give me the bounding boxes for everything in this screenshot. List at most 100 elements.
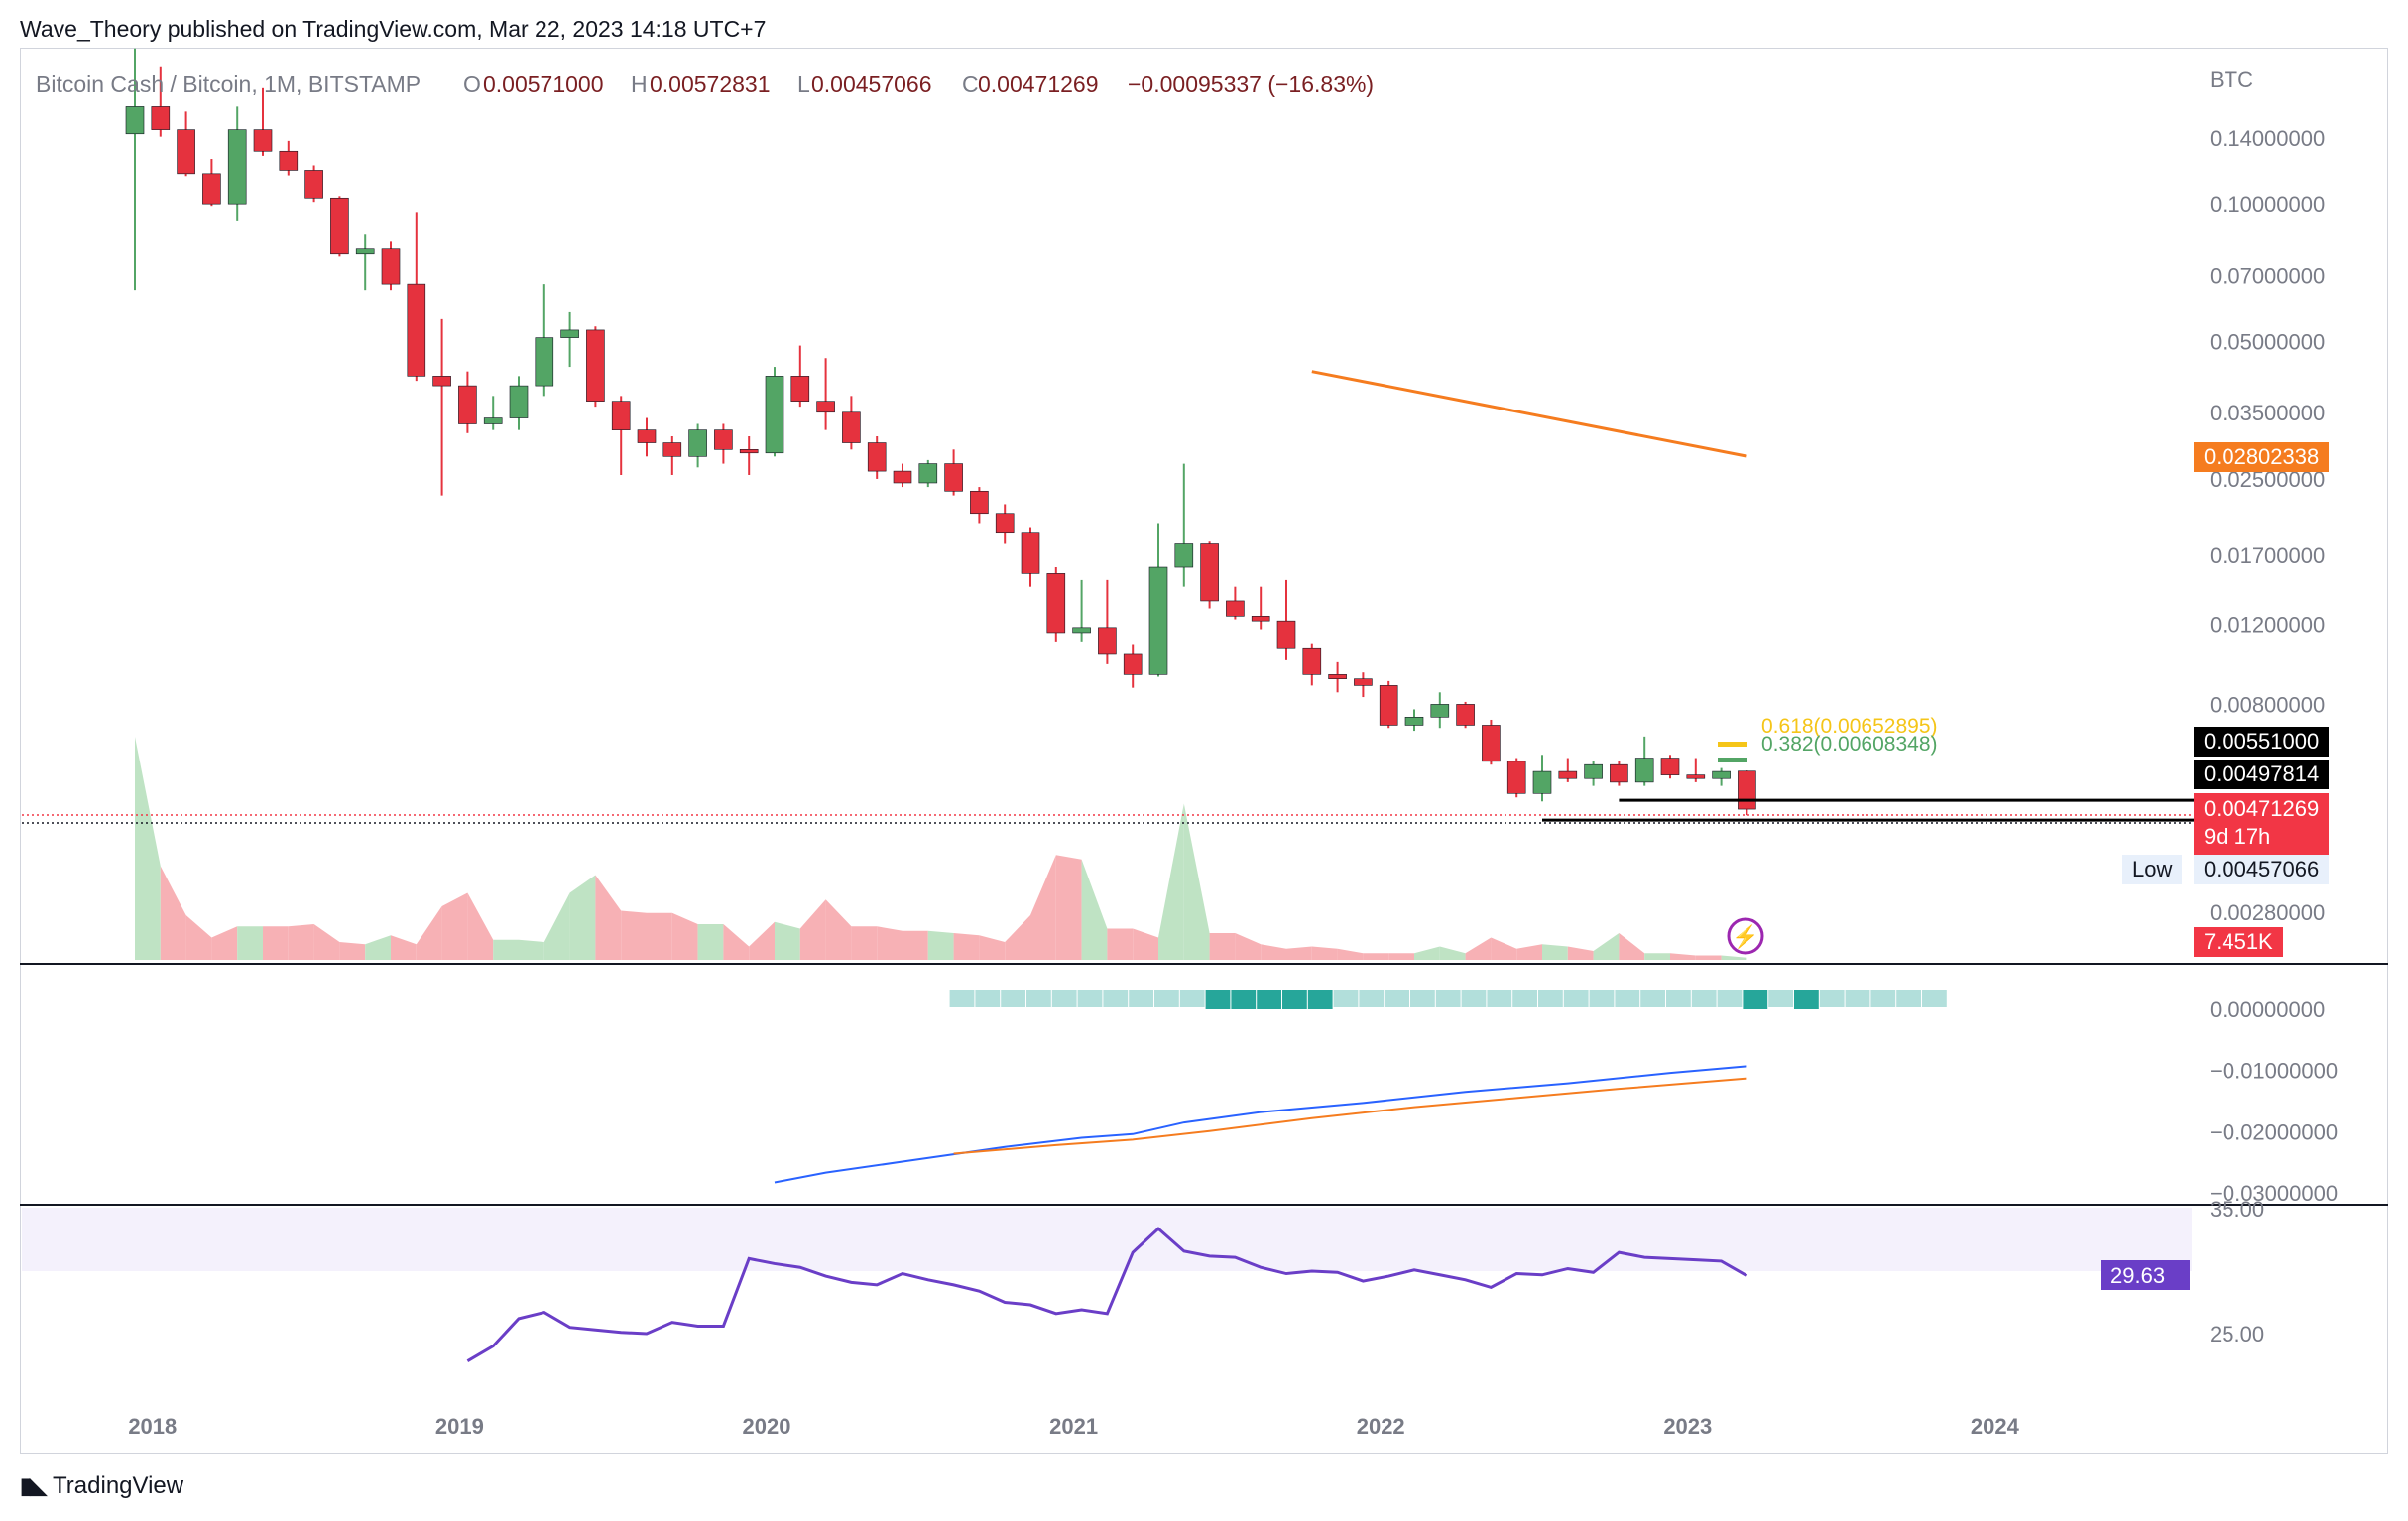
price-tick-label: 0.01700000	[2210, 543, 2325, 568]
volume-area-segment	[1670, 953, 1696, 960]
candle	[1738, 770, 1756, 816]
candle-body	[1276, 620, 1296, 649]
volume-area-segment	[1465, 937, 1492, 960]
volume-area-segment	[1491, 937, 1517, 960]
candle-body	[1148, 566, 1168, 675]
volume-area-segment	[775, 921, 800, 960]
rsi-value-badge	[2101, 1260, 2190, 1290]
macd-histogram-bar	[1257, 990, 1281, 1009]
candle-body	[765, 376, 784, 454]
lightning-icon[interactable]: ⚡	[1727, 917, 1764, 955]
candle	[1404, 709, 1424, 732]
volume-area-segment	[595, 875, 622, 960]
volume-area-segment	[1235, 933, 1262, 960]
candle-body	[1686, 774, 1706, 779]
candle	[177, 111, 195, 177]
volume-area-segment	[160, 866, 186, 960]
candle	[867, 435, 887, 479]
volume-area-segment	[979, 935, 1006, 960]
candle	[1148, 523, 1168, 677]
candle	[1302, 643, 1322, 686]
volume-area-segment	[1439, 946, 1466, 960]
candle	[330, 196, 349, 257]
candle	[739, 435, 759, 475]
fib-marker-382	[1718, 758, 1747, 762]
chart-frame	[20, 48, 2388, 1454]
candle	[1200, 541, 1219, 609]
candle-body	[688, 429, 707, 457]
candle	[1379, 680, 1398, 729]
time-tick-label: 2020	[743, 1414, 791, 1439]
volume-area-segment	[723, 924, 750, 960]
macd-histogram-bar	[1103, 990, 1129, 1007]
volume-area-segment	[1209, 933, 1236, 960]
legend-o-value: 0.00571000	[483, 71, 604, 97]
candle-body	[842, 411, 861, 443]
candle-body	[662, 442, 682, 457]
macd-histogram-bar	[1563, 990, 1589, 1007]
macd-histogram-bar	[1768, 990, 1793, 1007]
candle	[765, 367, 784, 457]
volume-area-segment	[1337, 948, 1364, 960]
candle-body	[1021, 532, 1040, 574]
macd-histogram-bar	[1896, 990, 1921, 1007]
price-tick-label: 0.01200000	[2210, 612, 2325, 637]
candle	[1558, 758, 1578, 782]
candle-body	[509, 385, 529, 418]
legend-symbol: Bitcoin Cash / Bitcoin, 1M, BITSTAMP	[36, 71, 421, 97]
candle-body	[1174, 543, 1194, 568]
volume-area-segment	[263, 926, 289, 960]
candle-body	[202, 173, 221, 205]
candle-body	[1738, 770, 1756, 810]
volume-area-segment	[211, 926, 238, 960]
candle	[458, 371, 477, 433]
candle-body	[1302, 647, 1322, 675]
candle	[1712, 767, 1731, 786]
macd-line	[774, 1065, 1747, 1184]
time-tick-label: 2024	[1971, 1414, 2020, 1439]
candle-body	[1506, 760, 1526, 794]
volume-area-segment	[365, 935, 391, 960]
fib-label-382: 0.382(0.00608348)	[1761, 733, 1938, 756]
candle	[125, 48, 145, 291]
volume-layer	[135, 737, 1747, 960]
price-tick-label: 0.00800000	[2210, 692, 2325, 717]
volume-area-segment	[237, 926, 263, 960]
candle-body	[1712, 770, 1731, 779]
candle-body	[995, 513, 1015, 534]
countdown-value: 9d 17h	[2204, 824, 2271, 849]
candle-body	[560, 329, 579, 338]
volume-area-segment	[1005, 915, 1030, 960]
volume-area-segment	[391, 935, 417, 960]
candle	[407, 212, 426, 382]
candle	[1584, 760, 1603, 786]
time-tick-label: 2022	[1357, 1414, 1405, 1439]
candle	[535, 284, 554, 397]
macd-histogram-bar	[1666, 990, 1691, 1007]
candle-body	[1379, 685, 1398, 726]
last-price-value: 0.00471269	[2204, 796, 2320, 821]
macd-histogram-bar	[1870, 990, 1896, 1007]
last-price-badge: 0.00471269 9d 17h	[2194, 793, 2330, 855]
time-tick-label: 2021	[1049, 1414, 1098, 1439]
candle-body	[1610, 763, 1628, 783]
candle	[842, 396, 861, 450]
candle-body	[1430, 704, 1450, 718]
candle	[1354, 672, 1373, 698]
candle	[1634, 736, 1654, 786]
macd-tick-label: −0.03000000	[2210, 1181, 2338, 1206]
candle	[637, 417, 657, 457]
axis-layer: 0.14000000 0.10000000 0.07000000 0.05000000…	[128, 126, 2338, 1439]
volume-area-segment	[1107, 928, 1134, 960]
candle	[304, 165, 323, 203]
low-label: Low	[2122, 855, 2183, 884]
macd-histogram-bar	[1359, 990, 1385, 1007]
tradingview-logo[interactable]: ▮◣ TradingView	[20, 1472, 183, 1500]
volume-area-segment	[493, 939, 519, 960]
volume-area-segment	[953, 933, 980, 960]
candle	[714, 423, 733, 464]
volume-area-segment	[647, 912, 672, 960]
volume-area-segment	[1286, 946, 1312, 960]
price-tick-label: 0.00280000	[2210, 900, 2325, 925]
